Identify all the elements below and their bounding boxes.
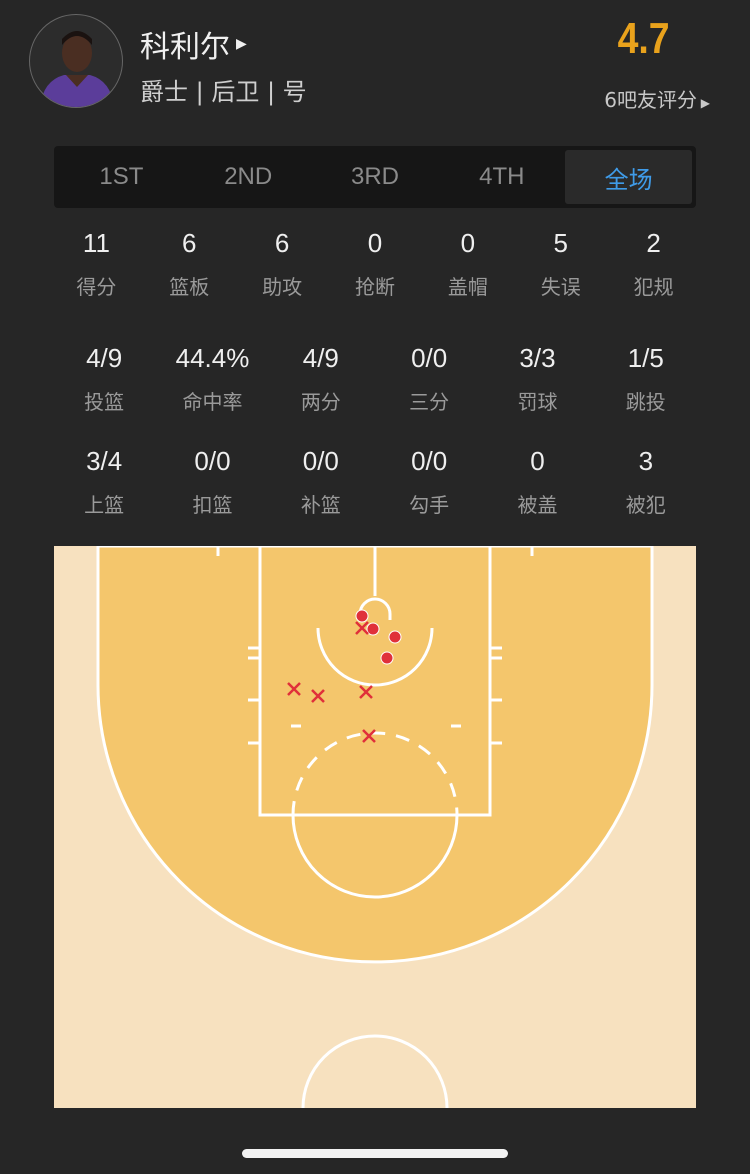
stat-item: 0 被盖: [483, 446, 591, 518]
stat-item: 1/5 跳投: [592, 343, 700, 415]
stat-label: 上篮: [84, 493, 125, 517]
stat-label: 失误: [540, 275, 581, 299]
home-indicator[interactable]: [242, 1149, 508, 1158]
stat-label: 篮板: [169, 275, 210, 299]
stat-item: 11 得分: [50, 228, 143, 300]
player-name-text: 科利尔: [140, 30, 230, 65]
stat-item: 44.4% 命中率: [158, 343, 266, 415]
rating-count-text: 6吧友评分: [604, 88, 697, 112]
stat-label: 罚球: [517, 390, 558, 414]
stat-label: 抢断: [355, 275, 395, 299]
player-photo-icon: [40, 31, 114, 107]
stat-label: 盖帽: [447, 275, 488, 299]
stat-value: 3: [638, 446, 654, 476]
missed-shot-marker: [355, 621, 369, 635]
stat-item: 0/0 补篮: [267, 446, 375, 518]
three-point-line: [96, 546, 654, 964]
stat-label: 勾手: [409, 493, 450, 517]
stat-item: 4/9 两分: [267, 343, 375, 415]
shot-markers: [287, 609, 402, 743]
stat-item: 3 被犯: [592, 446, 700, 518]
stat-value: 0: [367, 228, 383, 258]
stat-item: 6 篮板: [143, 228, 236, 300]
stat-label: 被犯: [625, 493, 666, 517]
stat-label: 补篮: [300, 493, 341, 517]
stat-value: 0: [460, 228, 476, 258]
tab-2nd[interactable]: 2ND: [224, 163, 273, 190]
made-shot-marker: [388, 630, 402, 644]
made-shot-marker: [380, 651, 394, 665]
stat-value: 11: [82, 228, 110, 258]
rating-count-link[interactable]: 6吧友评分 ▶: [604, 84, 710, 113]
made-shot-marker: [355, 609, 369, 623]
stat-label: 命中率: [182, 390, 243, 414]
court-lines: [216, 546, 534, 1108]
period-tabs: 1ST 2ND 3RD 4TH 全场: [54, 146, 696, 208]
made-shot-marker: [366, 622, 380, 636]
stat-value: 3/4: [86, 446, 123, 476]
missed-shot-marker: [359, 685, 373, 699]
stat-label: 扣篮: [192, 493, 233, 517]
stat-value: 6: [182, 228, 197, 258]
stat-item: 0/0 三分: [375, 343, 483, 415]
stat-label: 跳投: [625, 390, 666, 414]
stat-item: 2 犯规: [607, 228, 700, 300]
stat-item: 0 盖帽: [421, 228, 514, 300]
stat-value: 5: [553, 228, 568, 258]
stat-label: 投篮: [84, 390, 125, 414]
stat-value: 1/5: [627, 343, 664, 373]
stat-value: 0/0: [411, 446, 448, 476]
tab-full-game[interactable]: 全场: [565, 150, 692, 204]
stat-value: 6: [274, 228, 290, 258]
stat-value: 4/9: [86, 343, 123, 373]
stats-row-basic: 11 得分 6 篮板 6 助攻 0 抢断 0 盖帽 5 失误 2 犯规: [50, 228, 700, 300]
stat-value: 0: [530, 446, 545, 476]
stat-item: 0/0 勾手: [375, 446, 483, 518]
stat-item: 0/0 扣篮: [158, 446, 266, 518]
player-avatar[interactable]: [29, 14, 123, 108]
player-rating: 4.7: [617, 14, 670, 63]
stat-value: 0/0: [194, 446, 231, 476]
play-arrow-icon: ▶: [696, 96, 710, 110]
stat-label: 被盖: [517, 493, 558, 517]
stat-item: 4/9 投篮: [50, 343, 158, 415]
stat-label: 两分: [300, 390, 341, 414]
stat-label: 犯规: [633, 275, 674, 299]
player-name[interactable]: 科利尔 ▶: [140, 22, 247, 66]
stat-value: 0/0: [411, 343, 448, 373]
tab-3rd[interactable]: 3RD: [350, 163, 399, 190]
stat-label: 得分: [76, 275, 117, 299]
stats-row-shot-types: 3/4 上篮 0/0 扣篮 0/0 补篮 0/0 勾手 0 被盖 3 被犯: [50, 446, 700, 518]
play-arrow-icon: ▶: [236, 36, 247, 52]
stat-item: 3/3 罚球: [483, 343, 591, 415]
stat-item: 6 助攻: [236, 228, 329, 300]
tab-4th[interactable]: 4TH: [479, 163, 525, 190]
stat-value: 2: [646, 228, 661, 258]
tab-1st[interactable]: 1ST: [99, 163, 144, 190]
stat-item: 3/4 上篮: [50, 446, 158, 518]
stat-label: 三分: [409, 390, 450, 414]
missed-shot-marker: [362, 729, 376, 743]
stats-row-shooting: 4/9 投篮 44.4% 命中率 4/9 两分 0/0 三分 3/3 罚球 1/5 跳投: [50, 343, 700, 415]
stat-item: 5 失误: [514, 228, 607, 300]
player-info: 爵士 | 后卫 | 号: [140, 78, 307, 106]
stat-item: 0 抢断: [329, 228, 422, 300]
stat-label: 助攻: [262, 275, 303, 299]
shot-chart-court: [54, 546, 696, 1108]
missed-shot-marker: [311, 689, 325, 703]
stat-value: 4/9: [302, 343, 339, 373]
stat-value: 0/0: [302, 446, 339, 476]
missed-shot-marker: [287, 682, 301, 696]
stat-value: 44.4%: [175, 343, 250, 373]
stat-value: 3/3: [519, 343, 556, 373]
